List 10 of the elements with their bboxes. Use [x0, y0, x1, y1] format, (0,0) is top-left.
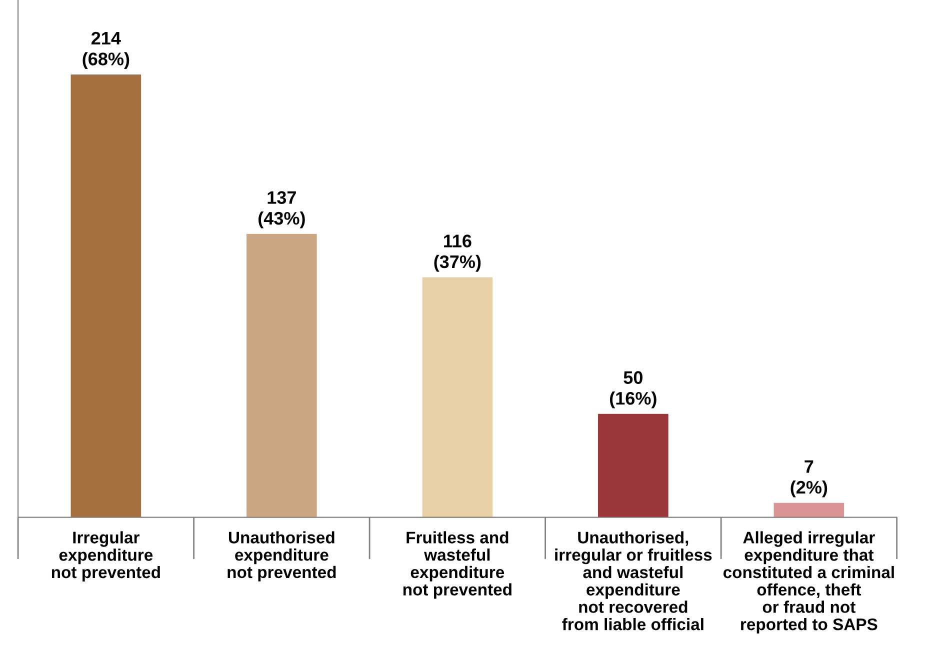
x-tick-label: Unauthorised expenditure not prevented [228, 531, 336, 582]
data-label: 7 (2%) [790, 460, 828, 498]
x-tick-label: Irregular expenditure not prevented [52, 531, 160, 582]
data-label: 137 (43%) [258, 191, 305, 228]
data-label: 116 (37%) [434, 234, 481, 272]
data-label: 50 (16%) [610, 371, 656, 408]
x-tick-label: Alleged irregular expenditure that constituted a criminal offence, theft or fraud not reported to SAPS [723, 531, 894, 634]
data-label: 214 (68%) [82, 32, 130, 69]
x-tick-label: Unauthorised, irregular or fruitless and wasteful expenditure not recovered from liable official [555, 531, 712, 630]
x-tick-label: Fruitless and wasteful expenditure not prevented [403, 531, 512, 599]
